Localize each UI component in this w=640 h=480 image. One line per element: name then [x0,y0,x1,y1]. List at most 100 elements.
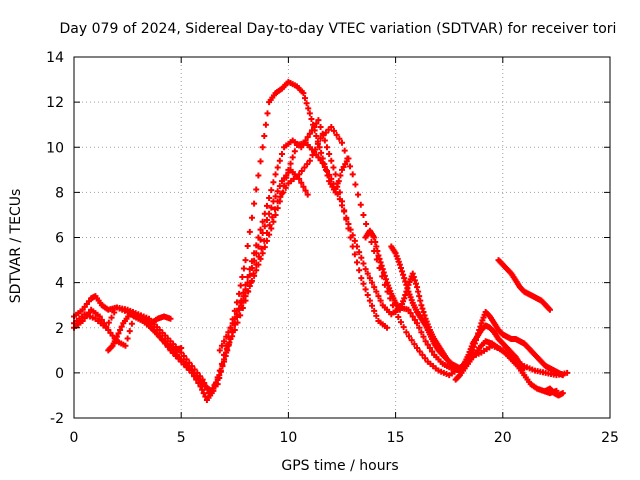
data-point [349,171,356,178]
data-point [128,320,135,327]
series-pass-8 [495,257,553,313]
data-point [403,281,410,288]
data-point [96,313,103,320]
data-point [219,363,226,370]
data-point [334,191,341,198]
data-point [309,152,316,159]
data-point [274,164,281,171]
data-point [546,306,553,313]
data-point [239,273,246,280]
data-point [239,305,246,312]
data-point [403,329,410,336]
series-pass-7 [388,243,566,379]
data-point [242,257,249,264]
data-point [306,130,313,137]
data-point [362,286,369,293]
data-point [244,242,251,249]
data-point [221,338,228,345]
data-point [332,185,339,192]
data-point [124,335,131,342]
data-point [330,180,337,187]
data-point [259,218,266,225]
data-point [269,214,276,221]
x-tick-label: 10 [279,430,297,446]
data-point [111,309,118,316]
data-point [277,193,284,200]
data-point [317,123,324,130]
data-point [323,144,330,151]
data-point [218,342,225,349]
data-point [289,154,296,161]
data-point [291,148,298,155]
data-point [266,210,273,217]
data-point [382,276,389,283]
data-point [216,372,223,379]
data-point [470,343,477,350]
data-point [308,116,315,123]
data-point [199,386,206,393]
data-point [377,297,384,304]
data-point [285,166,292,173]
x-tick-label: 15 [387,430,405,446]
data-point [405,306,412,313]
data-point [248,214,255,221]
data-point [272,206,278,213]
data-point [336,135,343,142]
data-point [268,204,275,211]
data-point [360,280,367,287]
data-point [304,134,311,141]
data-point [274,188,281,195]
data-point [237,312,244,319]
data-point [341,147,348,154]
data-point [217,367,224,374]
data-point [248,264,255,271]
data-point [296,171,303,178]
data-point [396,261,403,268]
data-point [178,345,185,352]
data-point [298,167,305,174]
data-point [429,348,436,355]
data-point [418,302,425,309]
data-point [330,164,337,171]
data-point [302,95,309,102]
data-point [358,254,365,261]
data-point [301,164,308,171]
data-point [416,293,423,300]
data-point [318,149,325,156]
data-point [306,157,313,164]
data-point [315,117,322,124]
data-point [369,279,376,286]
data-point [354,243,361,250]
y-tick-label: 0 [55,366,64,382]
data-point [397,264,404,271]
data-point [253,261,260,268]
data-point [410,273,417,280]
data-point [270,179,277,186]
data-point [250,270,257,277]
data-point [242,297,249,304]
data-point [306,110,313,117]
data-point [409,313,416,320]
series-pass-2 [71,117,391,397]
data-point [108,314,115,321]
data-point [356,267,363,274]
data-point [274,198,281,205]
data-point [316,144,323,151]
data-point [336,196,343,203]
data-point [328,175,335,182]
data-point [236,290,243,297]
data-point [369,302,376,309]
data-point [118,323,125,330]
series-pass-10 [105,311,185,354]
data-point [375,293,382,300]
data-point [282,184,289,191]
series-pass-11 [135,313,174,327]
data-point [366,275,373,282]
data-point [113,333,120,340]
data-point [122,342,129,349]
chart-title: Day 079 of 2024, Sidereal Day-to-day VTE… [60,21,617,37]
data-point [258,245,265,252]
data-point [268,187,275,194]
data-point [414,320,421,327]
data-point [276,157,283,164]
